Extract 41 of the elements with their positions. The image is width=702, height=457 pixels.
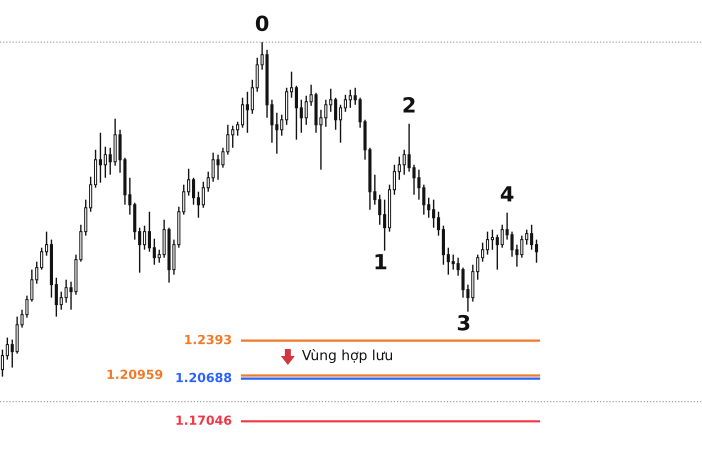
candlestick: [246, 91, 249, 134]
candlestick: [290, 71, 294, 98]
candlestick: [142, 224, 146, 250]
candlestick: [392, 164, 396, 196]
annotation: 0: [256, 15, 268, 32]
candlestick: [270, 99, 274, 144]
candlestick: [344, 94, 347, 112]
candlestick: [69, 281, 73, 310]
candlestick: [44, 230, 48, 256]
annotation: 4: [500, 186, 514, 202]
candlestick: [221, 147, 224, 168]
candlestick: [192, 177, 196, 206]
candlestick: [412, 164, 416, 196]
candlestick: [466, 284, 470, 312]
candlestick: [294, 85, 298, 140]
candlestick: [196, 191, 200, 218]
candlestick: [490, 228, 494, 250]
candlestick: [25, 294, 29, 318]
candlestick: [486, 230, 490, 256]
candlestick: [417, 168, 420, 200]
candlestick: [461, 266, 465, 298]
annotation: 1: [376, 254, 386, 270]
ref-line-label: 1.20959: [108, 370, 162, 380]
candlestick: [216, 154, 220, 180]
ref-line-label: 1.17046: [176, 415, 232, 425]
candlestick: [148, 211, 152, 252]
candlestick: [98, 132, 102, 184]
annotation: Vùng hợp lưu: [302, 349, 392, 363]
candlestick: [20, 309, 24, 328]
candlestick: [534, 238, 538, 264]
ref-line-label: 1.2393: [185, 334, 232, 344]
candlestick: [510, 230, 514, 258]
candlestick: [240, 97, 244, 128]
candlestick: [436, 211, 440, 236]
candlestick: [515, 244, 518, 268]
annotation: 2: [404, 97, 415, 112]
candlestick: [338, 104, 342, 144]
candlestick: [319, 109, 322, 170]
annotation: 3: [458, 314, 470, 331]
candlestick: [0, 348, 4, 378]
ref-line-label: 1.20688: [176, 372, 232, 382]
